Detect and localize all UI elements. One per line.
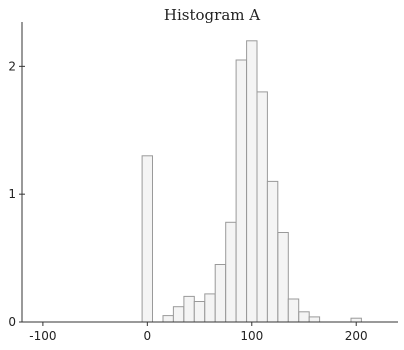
y-tick-label-1: 1 <box>8 187 16 201</box>
histogram-bar-0 <box>141 155 154 323</box>
histogram-bar-10 <box>256 91 268 323</box>
histogram-bar-2 <box>172 306 185 323</box>
histogram-bar-12 <box>277 232 289 323</box>
histogram-bar-5 <box>204 293 216 323</box>
x-tick-label-3: 200 <box>345 329 368 343</box>
histogram-bar-7 <box>225 221 237 323</box>
x-tick-label-2: 100 <box>240 329 263 343</box>
histogram-bar-3 <box>183 295 195 323</box>
histogram-bar-9 <box>246 40 258 323</box>
histogram-bar-16 <box>350 317 362 323</box>
x-tick-label-0: -100 <box>29 329 56 343</box>
y-tick-label-0: 0 <box>8 315 16 329</box>
histogram-bar-8 <box>235 59 248 323</box>
histogram-bar-6 <box>214 264 227 323</box>
histogram-bar-14 <box>298 311 310 323</box>
bars-layer <box>141 40 362 323</box>
histogram-bar-1 <box>162 315 174 323</box>
axes-layer: -100 0 100 200 0 1 2 <box>8 22 398 343</box>
histogram-bar-11 <box>266 180 279 323</box>
histogram-bar-4 <box>193 301 206 323</box>
y-tick-label-2: 2 <box>8 59 16 73</box>
histogram-bar-13 <box>287 298 300 323</box>
histogram-bar-15 <box>308 316 321 323</box>
chart-title: Histogram A <box>164 6 260 24</box>
x-tick-label-1: 0 <box>144 329 152 343</box>
